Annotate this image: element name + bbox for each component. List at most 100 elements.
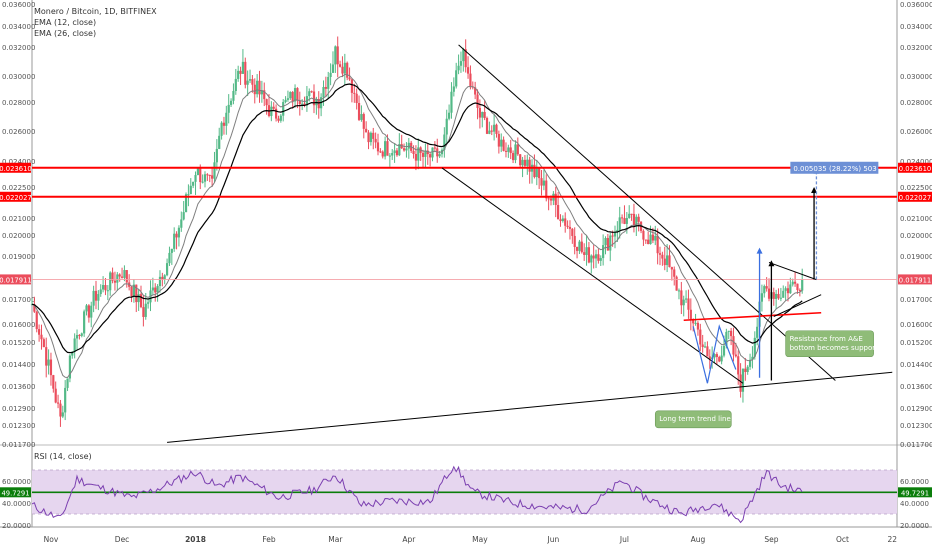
x-tick-label: Feb: [262, 535, 276, 544]
x-tick-label: Aug: [691, 535, 706, 544]
candle-body: [642, 230, 645, 240]
candle-body: [511, 153, 515, 161]
y-tick-label-right: 0.016000: [900, 321, 932, 329]
candle-body: [78, 335, 81, 337]
candle-body: [357, 103, 361, 120]
candle-body: [713, 354, 716, 358]
candle-body: [225, 112, 228, 126]
candle-body: [675, 276, 678, 291]
candle-body: [137, 294, 140, 303]
candle-body: [507, 147, 510, 152]
x-tick-label: Jul: [619, 535, 629, 544]
candle-body: [310, 91, 313, 93]
candle-body: [696, 322, 700, 330]
candle-body: [132, 284, 136, 297]
candle-body: [476, 94, 479, 108]
candle-body: [801, 279, 804, 291]
trend-note-box: [654, 410, 732, 429]
rsi-tick-label-left: 60.0000: [2, 478, 31, 486]
candle-body: [175, 233, 178, 238]
candle-body: [485, 118, 489, 134]
candle-body: [168, 252, 171, 264]
candle-body: [227, 104, 230, 113]
candle-body: [748, 359, 752, 367]
candle-body: [443, 134, 446, 150]
candle-body: [274, 108, 278, 119]
candle-body: [592, 255, 595, 259]
candle-body: [450, 91, 453, 113]
candle-body: [246, 80, 249, 85]
price-tag-right: [898, 162, 932, 173]
x-tick-label: 22: [887, 535, 897, 544]
rsi-tick-label-right: 60.0000: [900, 478, 929, 486]
y-tick-label-right: 0.015200: [900, 339, 932, 347]
candle-body: [142, 307, 145, 317]
y-tick-label-left: 0.028000: [2, 99, 35, 107]
candle-body: [658, 253, 662, 255]
candle-body: [474, 87, 477, 95]
candle-body: [438, 154, 441, 157]
candle-body: [606, 238, 609, 251]
candle-body: [199, 167, 202, 183]
y-tick-label-right: 0.012900: [900, 405, 932, 413]
candle-body: [791, 281, 794, 285]
candle-body: [786, 288, 790, 294]
candle-body: [609, 235, 612, 251]
y-tick-label-left: 0.020000: [2, 232, 35, 240]
candle-body: [47, 359, 50, 366]
candle-body: [386, 141, 389, 156]
candle-body: [767, 288, 771, 299]
candle-body: [459, 61, 463, 66]
candle-body: [130, 286, 133, 297]
candle-body: [469, 73, 472, 87]
candle-body: [447, 112, 451, 119]
candle-body: [692, 319, 695, 324]
candle-body: [509, 147, 512, 154]
candle-body: [196, 167, 199, 176]
ema26-line: [31, 83, 803, 354]
candle-body: [625, 217, 628, 224]
candle-body: [720, 355, 723, 362]
candle-body: [350, 79, 354, 93]
candle-body: [391, 152, 394, 156]
candle-body: [566, 225, 569, 227]
y-tick-label-right: 0.020000: [900, 232, 932, 240]
candle-body: [220, 122, 223, 136]
candle-body: [538, 168, 541, 179]
candle-body: [703, 346, 707, 348]
candle-body: [722, 345, 726, 356]
y-tick-label-right: 0.036000: [900, 1, 932, 9]
candle-body: [585, 247, 588, 255]
candle-body: [184, 194, 188, 213]
candle-body: [355, 93, 358, 104]
candle-body: [725, 331, 728, 346]
candle-body: [611, 235, 614, 237]
candle-body: [784, 288, 787, 291]
candle-body: [68, 355, 72, 379]
rsi-line: [31, 465, 803, 524]
candle-body: [192, 181, 195, 186]
candle-body: [796, 283, 799, 291]
candle-body: [177, 227, 181, 238]
candle-body: [118, 274, 121, 277]
candle-body: [369, 132, 372, 143]
price-tag-left-label: 0.022027: [0, 194, 32, 202]
price-pane: [32, 0, 897, 444]
candle-body: [684, 298, 688, 300]
candle-body: [376, 142, 380, 152]
candle-body: [568, 226, 572, 229]
candle-body: [597, 254, 600, 261]
candle-body: [661, 254, 664, 259]
candle-body: [147, 302, 150, 304]
candle-body: [424, 150, 427, 157]
candle-body: [779, 297, 782, 299]
y-tick-label-left: 0.019000: [2, 253, 35, 261]
candle-body: [613, 231, 617, 237]
candle-body: [763, 286, 766, 294]
candle-body: [213, 162, 216, 179]
candle-body: [604, 238, 607, 246]
candle-body: [158, 276, 162, 287]
y-tick-label-right: 0.024000: [900, 158, 932, 166]
candle-body: [256, 80, 259, 95]
